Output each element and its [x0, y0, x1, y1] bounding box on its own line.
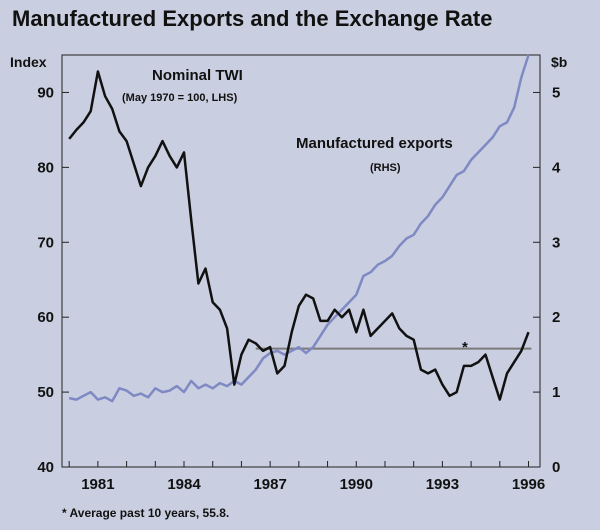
left-axis: 40 50 60 70 80 90 — [37, 84, 69, 476]
x-tick-label: 1993 — [426, 476, 459, 493]
right-tick-label: 2 — [552, 309, 560, 326]
left-tick-label: 40 — [37, 459, 54, 476]
twi-label: Nominal TWI — [152, 67, 243, 84]
x-axis: 1981 1984 1987 1990 1993 1996 — [68, 461, 545, 493]
x-tick-label: 1984 — [167, 476, 201, 493]
x-tick-label: 1990 — [340, 476, 373, 493]
right-tick-label: 0 — [552, 459, 560, 476]
right-tick-label: 1 — [552, 384, 560, 401]
chart-title: Manufactured Exports and the Exchange Ra… — [12, 6, 492, 31]
left-tick-label: 60 — [37, 309, 54, 326]
right-tick-label: 5 — [552, 84, 560, 101]
exports-sublabel: (RHS) — [370, 162, 401, 174]
twi-sublabel: (May 1970 = 100, LHS) — [122, 92, 238, 104]
x-tick-label: 1996 — [512, 476, 545, 493]
average-asterisk: * — [462, 339, 468, 356]
nominal-twi-series — [68, 70, 530, 401]
x-tick-label: 1981 — [81, 476, 114, 493]
left-axis-unit: Index — [10, 54, 47, 70]
manufactured-exports-series — [68, 54, 530, 403]
right-tick-label: 4 — [552, 159, 561, 176]
right-axis-unit: $b — [551, 54, 567, 70]
exports-label: Manufactured exports — [296, 135, 453, 152]
left-tick-label: 50 — [37, 384, 54, 401]
right-tick-label: 3 — [552, 234, 560, 251]
footnote: * Average past 10 years, 55.8. — [62, 506, 229, 520]
left-tick-label: 80 — [37, 159, 54, 176]
x-tick-label: 1987 — [253, 476, 286, 493]
plot-frame — [61, 54, 541, 468]
left-tick-label: 90 — [37, 84, 54, 101]
left-tick-label: 70 — [37, 234, 54, 251]
right-axis: 0 1 2 3 4 5 — [533, 84, 561, 476]
